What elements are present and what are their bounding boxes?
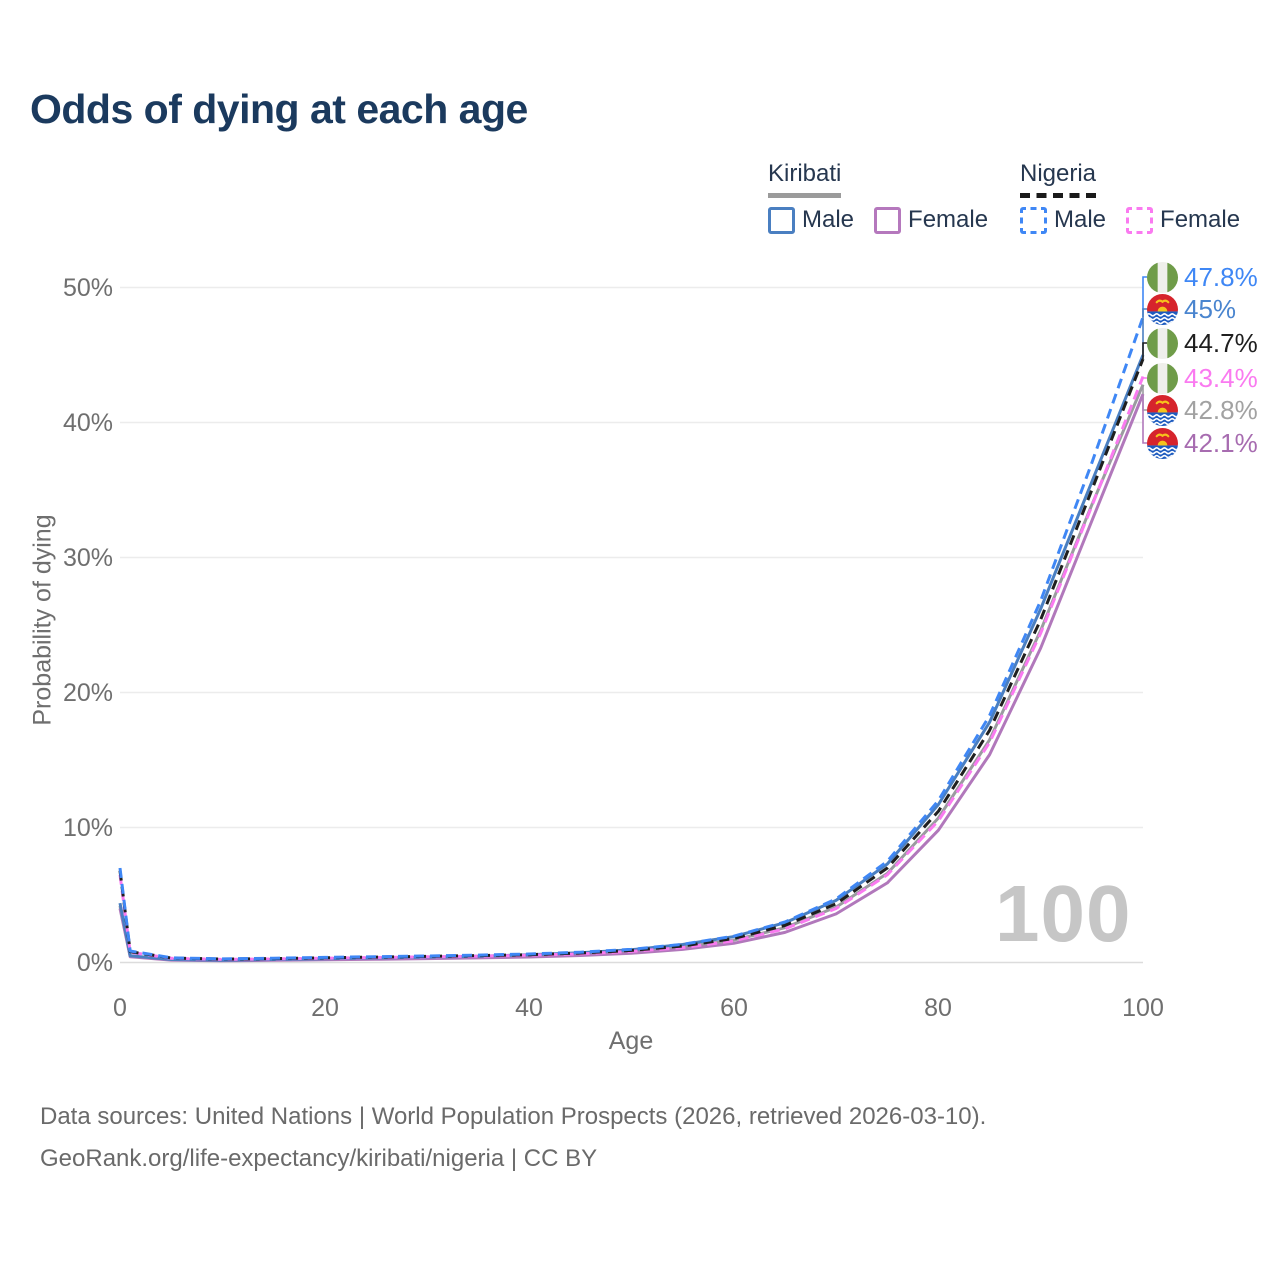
age-watermark: 100 xyxy=(995,869,1132,958)
nigeria-flag-icon xyxy=(1147,362,1178,394)
end-label-value: 44.7% xyxy=(1184,327,1258,358)
end-label-value: 43.4% xyxy=(1184,362,1258,393)
end-label-value: 42.8% xyxy=(1184,394,1258,425)
checkbox-icon[interactable] xyxy=(874,206,902,234)
legend-items-kiribati: Male Female xyxy=(768,206,988,234)
end-label-kiribati-male: 45% xyxy=(1147,293,1236,325)
chart-title: Odds of dying at each age xyxy=(30,86,528,132)
y-axis-title: Probability of dying xyxy=(28,514,57,726)
nigeria-flag-icon xyxy=(1147,261,1178,293)
nigeria-flag-icon xyxy=(1147,327,1178,359)
legend-item-label: Male xyxy=(802,206,855,233)
footer: Data sources: United Nations | World Pop… xyxy=(40,1096,986,1180)
legend-item-label: Male xyxy=(1054,206,1107,233)
series-kiribati-male[interactable] xyxy=(118,354,1145,962)
kiribati-flag-icon xyxy=(1147,293,1178,325)
end-label-kiribati-female: 42.1% xyxy=(1147,427,1258,459)
x-tick-label: 20 xyxy=(311,994,339,1022)
legend-country-nigeria[interactable]: Nigeria xyxy=(1020,160,1097,198)
x-tick-label: 0 xyxy=(113,994,127,1022)
series-nigeria-both[interactable] xyxy=(118,358,1145,961)
x-tick-label: 60 xyxy=(720,994,748,1022)
legend-item-nigeria-female[interactable]: Female xyxy=(1126,206,1240,234)
series-nigeria-female[interactable] xyxy=(118,376,1145,961)
end-label-nigeria-female: 43.4% xyxy=(1147,362,1258,394)
legend-item-label: Female xyxy=(1160,206,1241,233)
end-label-nigeria-both: 44.7% xyxy=(1147,327,1258,359)
legend-item-label: Female xyxy=(908,206,989,233)
legend-group-kiribati: Kiribati Male Female xyxy=(768,160,988,234)
series-kiribati-female[interactable] xyxy=(118,393,1145,963)
end-label-value: 42.1% xyxy=(1184,427,1258,458)
legend-item-kiribati-male[interactable]: Male xyxy=(768,206,854,234)
end-label-value: 45% xyxy=(1184,293,1237,324)
x-tick-label: 80 xyxy=(924,994,952,1022)
kiribati-flag-icon xyxy=(1147,394,1178,426)
legend-item-kiribati-female[interactable]: Female xyxy=(874,206,988,234)
legend-item-nigeria-male[interactable]: Male xyxy=(1020,206,1106,234)
kiribati-flag-icon xyxy=(1147,427,1178,459)
checkbox-icon[interactable] xyxy=(1126,206,1154,234)
y-tick-label: 10% xyxy=(62,813,113,842)
y-tick-label: 30% xyxy=(62,543,113,572)
x-axis-title: Age xyxy=(608,1027,654,1055)
legend-group-nigeria: Nigeria Male Female xyxy=(1020,160,1240,234)
checkbox-icon[interactable] xyxy=(768,206,795,234)
series-kiribati-both[interactable] xyxy=(118,384,1145,962)
y-tick-label: 0% xyxy=(76,948,113,977)
y-tick-label: 50% xyxy=(62,273,113,302)
end-label-value: 47.8% xyxy=(1184,261,1258,292)
y-tick-label: 20% xyxy=(62,678,113,707)
legend-country-kiribati[interactable]: Kiribati xyxy=(768,160,842,198)
series-nigeria-male[interactable] xyxy=(118,316,1145,961)
x-tick-label: 40 xyxy=(515,994,543,1022)
end-label-nigeria-male: 47.8% xyxy=(1147,261,1258,293)
attribution-line: GeoRank.org/life-expectancy/kiribati/nig… xyxy=(40,1145,598,1172)
legend-items-nigeria: Male Female xyxy=(1020,206,1240,234)
checkbox-icon[interactable] xyxy=(1020,206,1047,234)
end-label-kiribati-both: 42.8% xyxy=(1147,394,1258,426)
data-source-line: Data sources: United Nations | World Pop… xyxy=(40,1103,987,1130)
x-tick-label: 100 xyxy=(1122,994,1164,1022)
y-tick-label: 40% xyxy=(62,408,113,437)
